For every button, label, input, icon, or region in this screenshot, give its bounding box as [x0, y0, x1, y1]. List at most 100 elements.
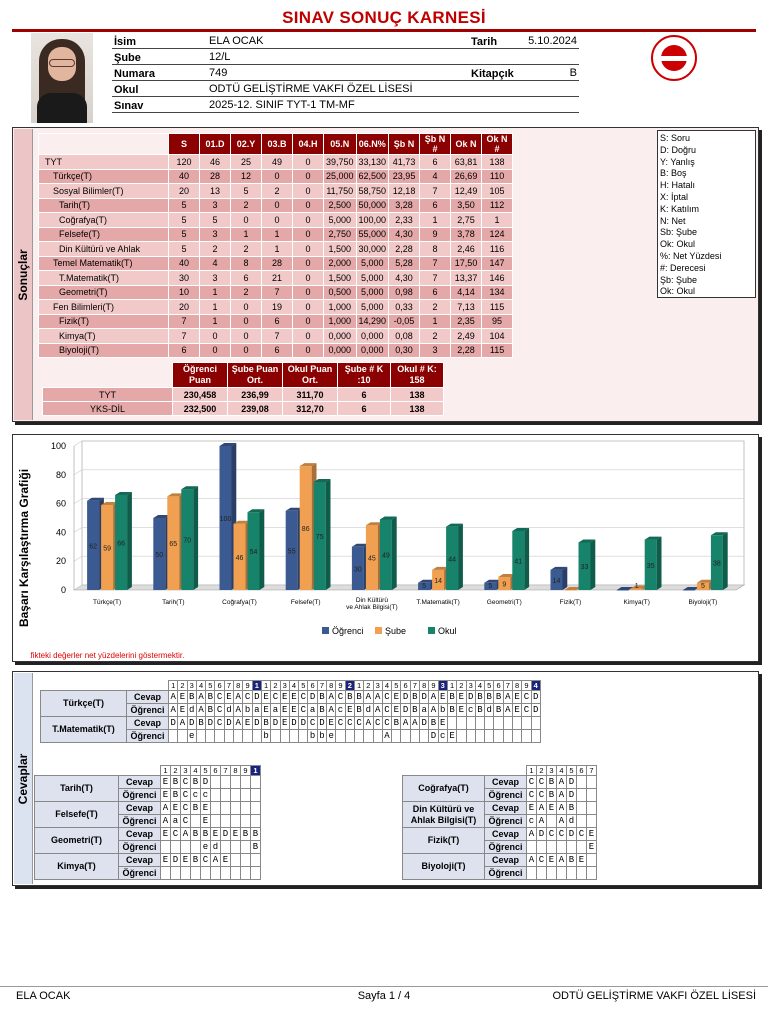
chart-note: *Grafikteki değerler net yüzdelerini gös…: [30, 651, 184, 660]
student-answer-cell: c: [526, 814, 537, 828]
results-cell: 115: [481, 299, 514, 315]
results-table: S 01.D 02.Y 03.B 04.H 05.N 06.N% Şb N Şb N # Ok N…: [38, 133, 514, 358]
answer-key-cell: C: [180, 801, 191, 815]
legend-item: X: İptal: [660, 191, 689, 202]
answer-key-cell: C: [335, 716, 346, 730]
results-cell: 7: [261, 284, 293, 300]
data-label: 49: [382, 553, 390, 560]
answer-key-cell: E: [511, 690, 523, 704]
results-subject: Tarih(T): [38, 197, 169, 213]
student-answer-cell: C: [214, 703, 225, 717]
question-number: 4: [556, 765, 567, 776]
student-answer-cell: [521, 729, 532, 743]
results-cell: 62,500: [355, 168, 390, 184]
answer-key-cell: D: [220, 827, 231, 841]
question-number: 3: [279, 680, 290, 691]
bar: [181, 486, 199, 590]
answer-key-cell: [230, 775, 241, 789]
answer-key-cell: D: [465, 690, 476, 704]
score-cell: 239,08: [227, 401, 283, 416]
answer-key-cell: [446, 716, 458, 730]
results-cell: 8: [419, 241, 452, 257]
answer-key-cell: B: [190, 853, 201, 867]
answer-key-cell: [586, 853, 597, 867]
score-cell: 6: [337, 401, 391, 416]
answer-key-cell: E: [160, 827, 171, 841]
student-answer-cell: [190, 814, 201, 828]
results-cell: 14,290: [355, 313, 390, 329]
chart-gridline-side: [73, 584, 83, 591]
question-number: 3: [437, 680, 448, 691]
answer-subject: Coğrafya(T): [402, 775, 485, 802]
results-cell: 7: [419, 270, 452, 286]
question-number: 3: [180, 765, 191, 776]
data-label: 54: [250, 549, 258, 556]
answer-subject: T.Matematik(T): [40, 716, 127, 743]
question-number: 7: [316, 680, 328, 691]
answer-key-cell: [484, 716, 495, 730]
results-cell: 1: [261, 226, 293, 242]
student-answer-cell: e: [326, 729, 337, 743]
results-cell: 0: [292, 226, 324, 242]
student-answer-cell: a: [251, 703, 262, 717]
results-cell: 23,95: [388, 168, 421, 184]
results-cell: 30: [168, 270, 200, 286]
answer-key-cell: A: [536, 801, 547, 815]
answer-key-cell: D: [400, 690, 411, 704]
answer-key-cell: B: [186, 690, 197, 704]
footer-page: Sayfa 1 / 4: [357, 990, 411, 1002]
bar: [644, 536, 662, 590]
student-answer-cell: [180, 866, 191, 880]
results-cell: 112: [481, 197, 514, 213]
answer-key-cell: A: [363, 716, 374, 730]
y-tick-label: 80: [56, 470, 66, 480]
data-label: 50: [155, 552, 163, 559]
score-cell: 138: [390, 387, 444, 402]
results-cell: 0,30: [388, 342, 421, 358]
answer-key-cell: B: [484, 690, 495, 704]
results-row: Coğrafya(T) 5 5 0 0 0 5,000 100,00 2,33 1 2,75 1: [38, 212, 514, 228]
question-number: 2: [270, 680, 281, 691]
booklet-value: B: [569, 67, 577, 79]
answer-key-cell: [230, 853, 241, 867]
legend-label: Şube: [385, 626, 406, 636]
answer-key-cell: A: [233, 690, 244, 704]
student-answer-cell: [576, 866, 587, 880]
results-cell: 40: [168, 168, 200, 184]
student-answer-cell: b: [260, 729, 272, 743]
results-cell: 7: [168, 328, 200, 344]
results-cell: 0: [292, 241, 324, 257]
student-answer-cell: [160, 866, 171, 880]
student-answer-cell: [556, 866, 567, 880]
student-answer-cell: E: [511, 703, 523, 717]
results-cell: 6: [261, 342, 293, 358]
results-cell: 0: [292, 255, 324, 271]
answer-key-cell: B: [474, 690, 486, 704]
answer-key-cell: [250, 853, 261, 867]
data-label: 62: [89, 543, 97, 550]
answer-key-cell: B: [316, 690, 328, 704]
results-header: 04.H: [292, 133, 324, 155]
results-row: Fizik(T) 7 1 0 6 0 1,000 14,290 -0,05 1 2,35 95: [38, 313, 514, 329]
results-cell: 7: [419, 255, 452, 271]
student-answer-label: Öğrenci: [118, 814, 161, 828]
results-header: 06.N%: [355, 133, 390, 155]
legend-label: Öğrenci: [332, 626, 364, 636]
answer-key-cell: [210, 801, 221, 815]
results-cell: 13,37: [450, 270, 483, 286]
answer-key-cell: A: [167, 690, 179, 704]
student-answer-cell: [526, 866, 537, 880]
answer-key-cell: C: [353, 716, 365, 730]
student-answer-cell: [546, 840, 557, 854]
answer-key-cell: B: [493, 690, 504, 704]
results-header: 01.D: [199, 133, 231, 155]
results-cell: 4: [199, 255, 231, 271]
answer-key-cell: E: [160, 775, 171, 789]
student-answer-cell: [335, 729, 346, 743]
question-number: 8: [326, 680, 337, 691]
answer-key-cell: [240, 853, 251, 867]
student-answer-cell: c: [465, 703, 476, 717]
student-answer-cell: [493, 729, 504, 743]
legend-item: Y: Yanlış: [660, 156, 695, 167]
